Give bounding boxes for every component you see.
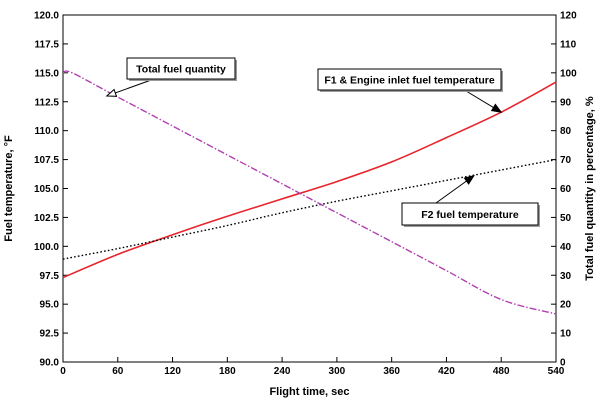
y-tick-label: 117.5 bbox=[35, 39, 60, 50]
y-tick-label: 105.0 bbox=[34, 184, 59, 195]
x-tick-label: 360 bbox=[383, 366, 400, 377]
arrow-head-icon bbox=[490, 103, 503, 113]
y2-tick-label: 80 bbox=[560, 126, 572, 137]
y-tick-label: 90.0 bbox=[40, 358, 60, 369]
x-tick-label: 60 bbox=[112, 366, 124, 377]
y2-tick-label: 50 bbox=[560, 213, 572, 224]
annotation-text: Total fuel quantity bbox=[136, 64, 226, 76]
x-tick-label: 240 bbox=[274, 366, 291, 377]
y2-tick-label: 110 bbox=[560, 39, 577, 50]
y-tick-label: 112.5 bbox=[35, 97, 60, 108]
x-tick-label: 420 bbox=[438, 366, 455, 377]
y2-tick-label: 10 bbox=[560, 329, 572, 340]
x-axis: 0 60 120 180 240 300 360 420 480 540 bbox=[60, 357, 565, 377]
annotation-layer: Total fuel quantity F1 & Engine inlet fue… bbox=[105, 57, 540, 227]
annotation-box bbox=[317, 68, 502, 91]
annotation-text: F2 fuel temperature bbox=[421, 209, 519, 221]
annotation-box bbox=[126, 57, 236, 80]
f1-engine-inlet-temp-line bbox=[62, 81, 557, 279]
y-tick-label: 92.5 bbox=[40, 329, 60, 340]
y-tick-label: 115.0 bbox=[35, 68, 60, 79]
annotation-text: F1 & Engine inlet fuel temperature bbox=[324, 75, 495, 87]
y-axis-left: 90.0 92.5 95.0 97.5 100.0 102.5 105.0 107.5 110.… bbox=[34, 11, 68, 369]
arrow-head-icon bbox=[105, 88, 118, 97]
x-tick-label: 480 bbox=[493, 366, 510, 377]
x-tick-label: 300 bbox=[329, 366, 346, 377]
x-tick-label: 0 bbox=[60, 366, 66, 377]
total-fuel-quantity-label: Total fuel quantity bbox=[105, 57, 237, 97]
arrow-head-icon bbox=[463, 174, 475, 185]
y2-tick-label: 40 bbox=[560, 242, 572, 253]
y-tick-label: 97.5 bbox=[40, 271, 60, 282]
x-axis-title: Flight time, sec bbox=[269, 386, 349, 398]
series-layer bbox=[62, 70, 557, 315]
y2-tick-label: 30 bbox=[560, 271, 572, 282]
y-tick-label: 107.5 bbox=[34, 155, 59, 166]
y2-tick-label: 90 bbox=[560, 97, 572, 108]
x-tick-label: 180 bbox=[219, 366, 236, 377]
y2-tick-label: 100 bbox=[560, 68, 577, 79]
y2-tick-label: 0 bbox=[560, 358, 566, 369]
f2-fuel-temp-label: F2 fuel temperature bbox=[401, 174, 540, 227]
y-axis-right: 0 10 20 30 40 50 60 70 80 90 100 110 120 bbox=[551, 11, 577, 369]
x-tick-label: 120 bbox=[164, 366, 181, 377]
x-tick-label: 540 bbox=[548, 366, 565, 377]
f2-fuel-temp-line bbox=[62, 158, 557, 260]
total-fuel-quantity-line bbox=[62, 70, 557, 315]
y-tick-label: 95.0 bbox=[40, 300, 60, 311]
y-tick-label: 100.0 bbox=[34, 242, 59, 253]
y-tick-label: 102.5 bbox=[34, 213, 59, 224]
f1-engine-inlet-label: F1 & Engine inlet fuel temperature bbox=[317, 68, 503, 113]
y-tick-label: 120.0 bbox=[34, 11, 59, 22]
y2-tick-label: 60 bbox=[560, 184, 572, 195]
annotation-box bbox=[401, 202, 539, 226]
y-axis-right-title: Total fuel quantity in percentage, % bbox=[584, 96, 596, 281]
y-axis-left-title: Fuel temperature, °F bbox=[3, 135, 15, 242]
y2-tick-label: 120 bbox=[560, 11, 577, 22]
y2-tick-label: 20 bbox=[560, 300, 572, 311]
y2-tick-label: 70 bbox=[560, 155, 572, 166]
y-tick-label: 110.0 bbox=[35, 126, 60, 137]
